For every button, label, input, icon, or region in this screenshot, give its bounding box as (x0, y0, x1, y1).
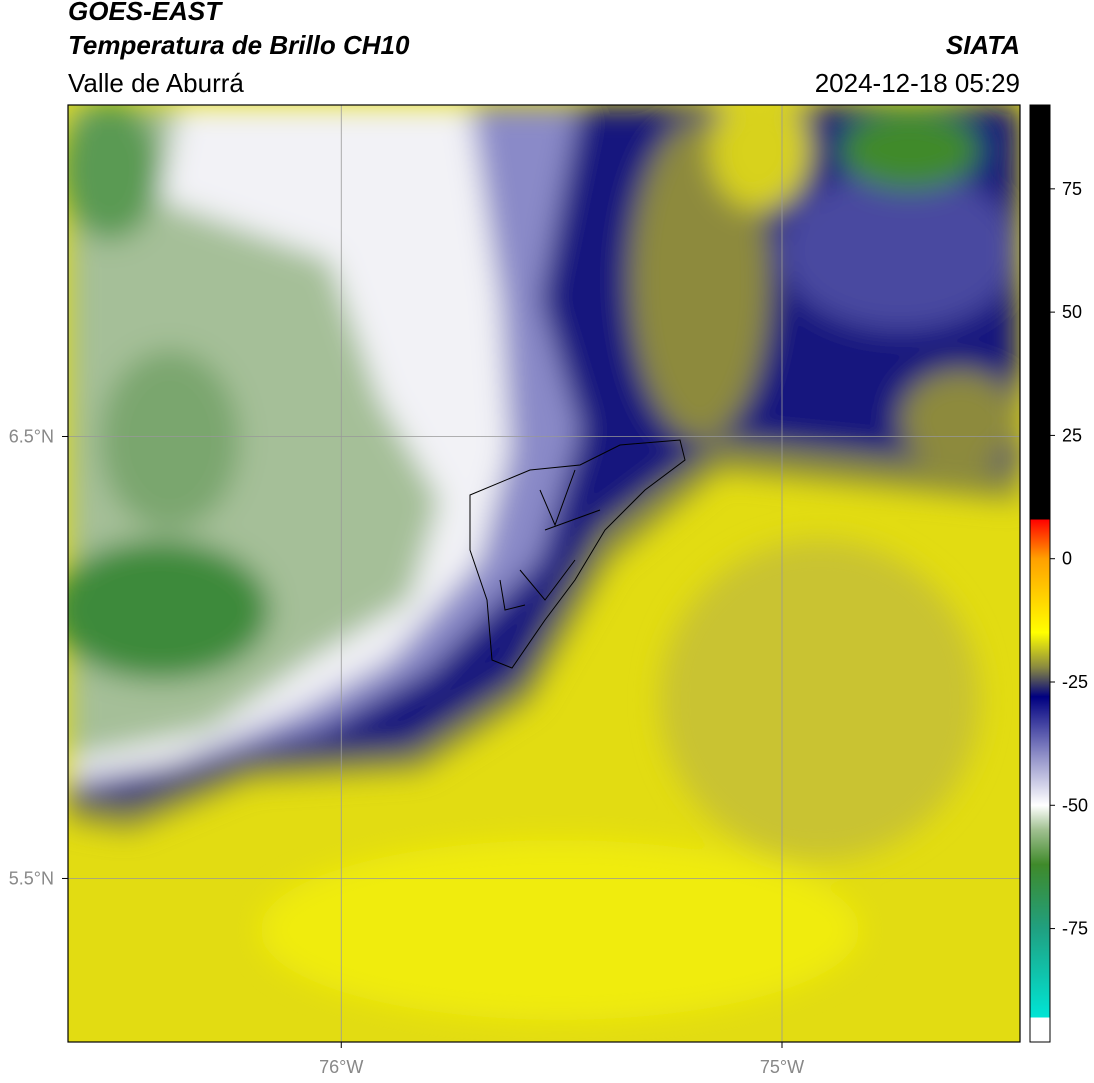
y-tick-label: 6.5°N (9, 426, 54, 446)
y-tick-label: 5.5°N (9, 868, 54, 888)
product: Temperatura de Brillo CH10 (68, 30, 410, 60)
colorbar-tick-label: 75 (1062, 179, 1082, 199)
colorbar-tick-label: 0 (1062, 549, 1072, 569)
municipal-boundaries (469, 439, 686, 669)
imagery (68, 105, 1020, 1042)
satellite: GOES-EAST (68, 0, 223, 26)
map-frame (67, 104, 1021, 1043)
graticule (62, 105, 1020, 1048)
x-tick-label: 75°W (760, 1057, 804, 1077)
colorbar (1029, 104, 1051, 1043)
datetime: 2024-12-18 05:29 (815, 68, 1020, 98)
x-tick-label: 76°W (319, 1057, 363, 1077)
colorbar-tick-label: -25 (1062, 672, 1088, 692)
colorbar-tick-label: -50 (1062, 795, 1088, 815)
colorbar-tick-label: 50 (1062, 302, 1082, 322)
source: SIATA (946, 30, 1020, 60)
colorbar-tick-label: -75 (1062, 919, 1088, 939)
colorbar-tick-label: 25 (1062, 425, 1082, 445)
region: Valle de Aburrá (68, 68, 244, 98)
